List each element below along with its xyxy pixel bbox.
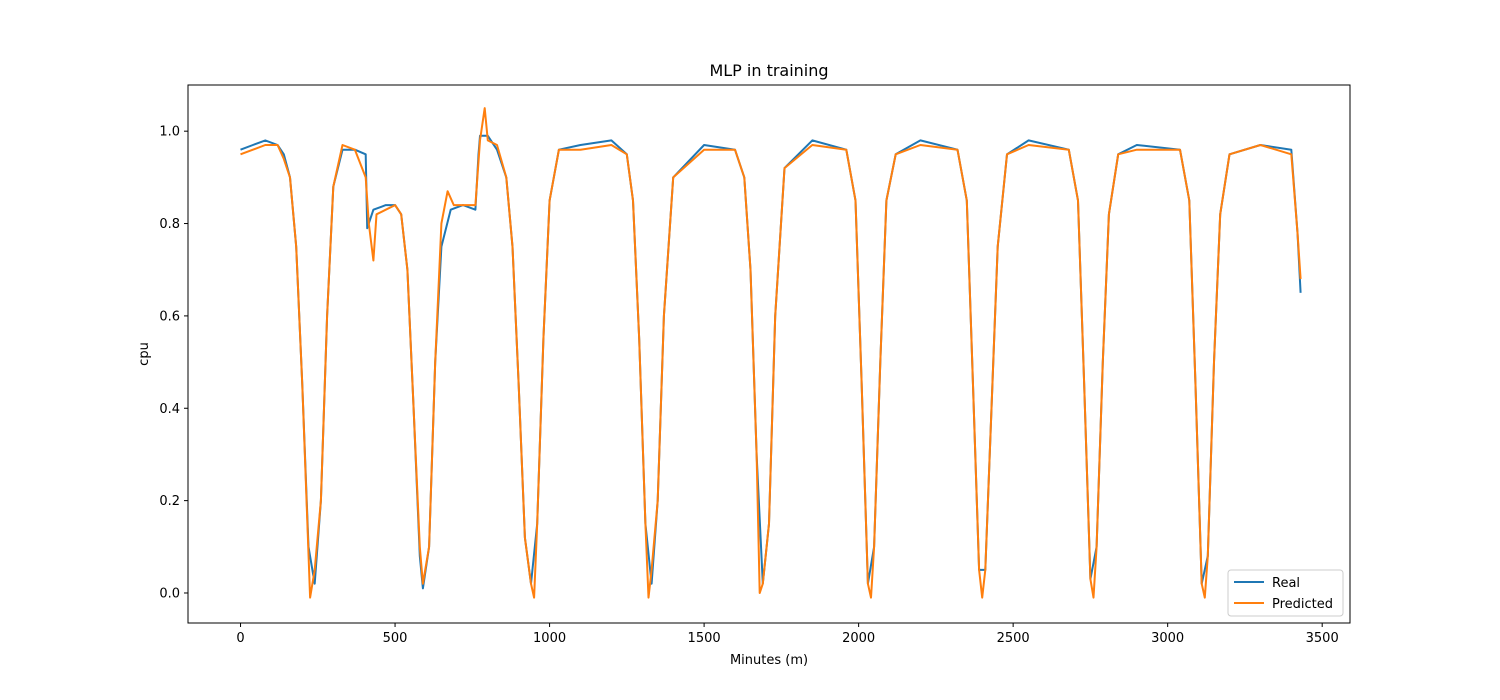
x-tick-label: 2500 <box>997 631 1030 646</box>
y-tick-label: 0.2 <box>159 494 180 509</box>
plot-frame <box>187 84 1351 624</box>
y-tick-label: 0.6 <box>159 309 180 324</box>
legend-label-predicted: Predicted <box>1272 597 1333 612</box>
chart-title: MLP in training <box>709 61 828 80</box>
y-axis: 0.0 0.2 0.4 0.6 0.8 1.0 <box>159 125 188 601</box>
y-tick-label: 1.0 <box>159 125 180 140</box>
x-tick-label: 1500 <box>688 631 721 646</box>
x-axis: 0 500 1000 1500 2000 2500 3000 3500 <box>236 623 1339 646</box>
x-tick-label: 3000 <box>1151 631 1184 646</box>
y-tick-label: 0.4 <box>159 402 180 417</box>
y-axis-title: cpu <box>137 342 152 366</box>
series-layer <box>240 107 1302 599</box>
plot-area <box>187 84 1351 624</box>
series-line-predicted <box>240 107 1302 599</box>
y-tick-label: 0.8 <box>159 217 180 232</box>
x-tick-label: 1000 <box>533 631 566 646</box>
legend: Real Predicted <box>1227 569 1344 617</box>
x-tick-label: 500 <box>383 631 408 646</box>
x-axis-title: Minutes (m) <box>730 653 808 668</box>
x-tick-label: 2000 <box>842 631 875 646</box>
x-tick-label: 3500 <box>1306 631 1339 646</box>
legend-label-real: Real <box>1272 576 1300 591</box>
x-tick-label: 0 <box>236 631 244 646</box>
y-tick-label: 0.0 <box>159 586 180 601</box>
